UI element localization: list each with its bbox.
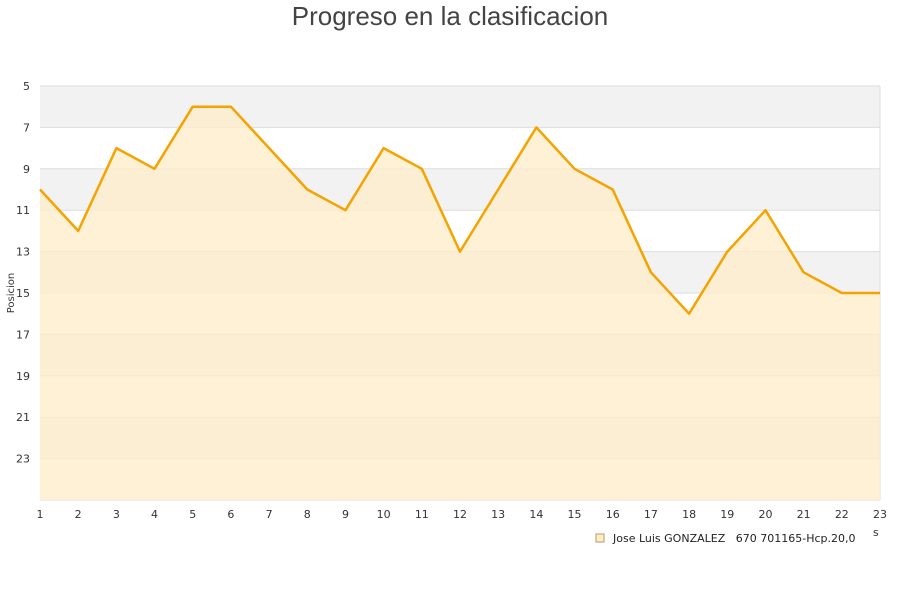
x-tick-label: 23 — [873, 508, 887, 521]
x-tick-label: 8 — [304, 508, 311, 521]
series-area-fill — [40, 106, 880, 500]
x-tick-label: 4 — [151, 508, 158, 521]
y-tick-label: 21 — [16, 411, 30, 424]
x-tick-label: 18 — [682, 508, 696, 521]
x-tick-label: 13 — [491, 508, 505, 521]
x-tick-label: 3 — [113, 508, 120, 521]
x-tick-label: 21 — [797, 508, 811, 521]
x-tick-label: 15 — [568, 508, 582, 521]
y-tick-label: 17 — [16, 328, 30, 341]
x-tick-label: 17 — [644, 508, 658, 521]
x-tick-label: 7 — [266, 508, 273, 521]
x-tick-label: 16 — [606, 508, 620, 521]
x-tick-label: 14 — [529, 508, 543, 521]
x-tick-label: 20 — [758, 508, 772, 521]
chart-title: Progreso en la clasificacion — [291, 1, 609, 31]
x-tick-labels: 1 2 3 4 5 6 7 8 9 10 11 12 13 14 15 16 17 18 19 20 21 22 23 — [37, 508, 888, 521]
series-area — [40, 106, 880, 500]
x-tick-label: 10 — [377, 508, 391, 521]
x-tick-label: 11 — [415, 508, 429, 521]
x-tick-label: 2 — [75, 508, 82, 521]
y-tick-label: 9 — [23, 163, 30, 176]
x-tick-label: 9 — [342, 508, 349, 521]
x-tick-label: 22 — [835, 508, 849, 521]
series-line-path — [39, 105, 880, 315]
series-line — [39, 105, 880, 315]
y-tick-label: 7 — [23, 121, 30, 134]
y-tick-labels: 5 7 9 11 13 15 17 19 21 23 — [16, 80, 30, 466]
legend-swatch — [595, 533, 605, 543]
y-tick-label: 15 — [16, 287, 30, 300]
y-tick-label: 13 — [16, 246, 30, 259]
x-tick-label: 5 — [189, 508, 196, 521]
x-tick-label: 12 — [453, 508, 467, 521]
x-tick-label: 1 — [37, 508, 44, 521]
y-tick-label: 11 — [16, 204, 30, 217]
legend-label: Jose Luis GONZALEZ 670 701165-Hcp.20,0 — [612, 532, 855, 545]
legend: Jose Luis GONZALEZ 670 701165-Hcp.20,0 — [595, 532, 855, 545]
y-tick-label: 23 — [16, 453, 30, 466]
y-tick-label: 19 — [16, 370, 30, 383]
x-tick-label: 6 — [227, 508, 234, 521]
y-axis-label: Posicion — [6, 273, 17, 314]
y-tick-label: 5 — [23, 80, 30, 93]
band — [40, 86, 880, 128]
x-tick-label: 19 — [720, 508, 734, 521]
corner-mark: s — [873, 526, 879, 539]
